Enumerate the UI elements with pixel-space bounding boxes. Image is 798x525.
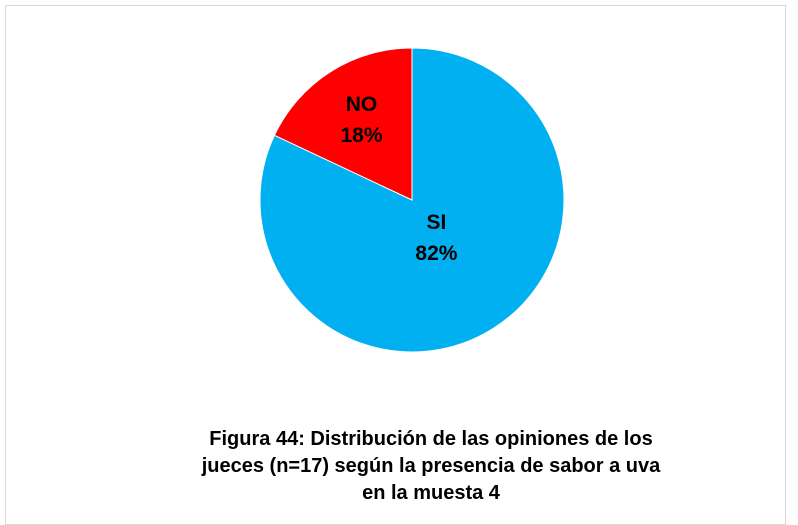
pie-slice [273,47,413,201]
slice-label: SI [427,211,447,234]
slice-value-label: 82% [415,242,457,265]
chart-title: Figura 44: Distribución de las opiniones… [201,428,661,504]
slice-value-label: 18% [340,124,382,147]
slice-label: NO [346,93,378,116]
